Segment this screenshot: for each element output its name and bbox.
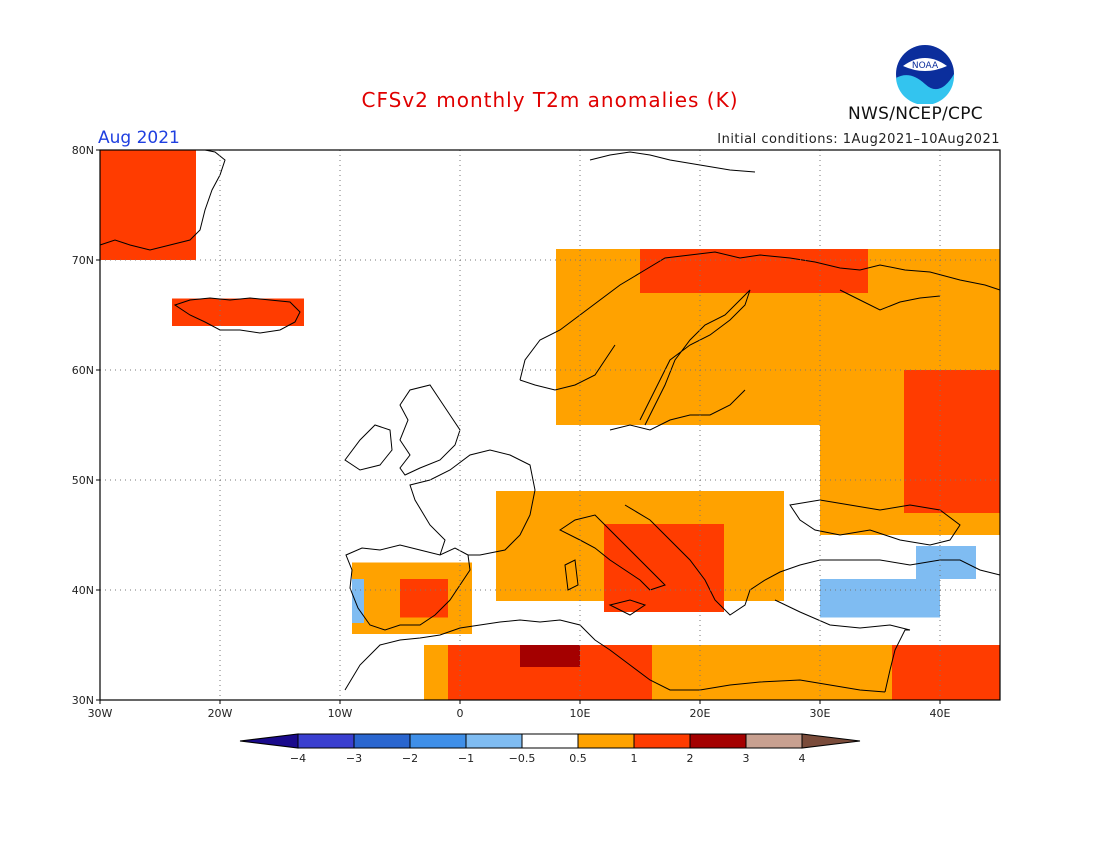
lon-label: 10W — [328, 707, 353, 720]
colorbar-swatch — [409, 733, 467, 749]
anomaly-region-12 — [520, 645, 580, 667]
coastline-norway-south — [519, 344, 616, 391]
anomaly-region-16 — [352, 579, 364, 623]
coastline-britain — [399, 384, 461, 476]
svg-text:NOAA: NOAA — [912, 61, 939, 71]
page-title: CFSv2 monthly T2m anomalies (K) — [361, 88, 739, 112]
coastline-iceland — [173, 297, 301, 334]
map-frame — [99, 149, 1001, 701]
initial-conditions: Initial conditions: 1Aug2021–10Aug2021 — [717, 132, 1000, 147]
colorbar-swatch — [465, 733, 523, 749]
lon-label: 40E — [930, 707, 951, 720]
anomaly-region-1 — [172, 298, 304, 326]
colorbar-label: −0.5 — [509, 752, 536, 765]
colorbar-arrow-right — [801, 733, 861, 749]
coastline-iberia — [345, 544, 471, 631]
graticule — [100, 150, 1000, 700]
coastline-ireland — [344, 424, 393, 471]
colorbar-swatch — [745, 733, 803, 749]
coastline-greenland — [99, 149, 226, 251]
coastline-france — [409, 449, 536, 556]
lat-label: 50N — [72, 474, 94, 487]
colorbar-label: −1 — [458, 752, 474, 765]
coastline-balkans — [624, 504, 1001, 616]
colorbar-label: 2 — [687, 752, 694, 765]
colorbar-label: −4 — [290, 752, 306, 765]
noaa-logo: NOAA — [895, 44, 955, 106]
coastline-white-sea — [839, 289, 941, 311]
lat-label: 30N — [72, 694, 94, 707]
colorbar-swatch — [689, 733, 747, 749]
coastline-turkey — [774, 599, 911, 631]
colorbar-label: −3 — [346, 752, 362, 765]
lat-label: 70N — [72, 254, 94, 267]
lat-label: 60N — [72, 364, 94, 377]
coastline-sardinia — [564, 559, 579, 591]
lon-label: 30W — [88, 707, 113, 720]
colorbar-label: 0.5 — [569, 752, 587, 765]
colorbar-label: 1 — [631, 752, 638, 765]
colorbar-swatch — [297, 733, 355, 749]
colorbar-arrow-left — [239, 733, 299, 749]
colorbar-swatch — [577, 733, 635, 749]
anomaly-region-13 — [892, 645, 1000, 700]
lon-label: 30E — [810, 707, 831, 720]
anomaly-region-9 — [400, 579, 448, 618]
anomaly-regions — [100, 150, 1000, 700]
colorbar: −4 −3 −2 −1 −0.5 0.5 1 2 3 4 — [239, 733, 861, 765]
lon-label: 20E — [690, 707, 711, 720]
lat-label: 40N — [72, 584, 94, 597]
lon-label: 10E — [570, 707, 591, 720]
anomaly-region-14 — [820, 579, 940, 618]
anomaly-region-7 — [604, 524, 724, 612]
coastline-sicily — [608, 599, 647, 616]
colorbar-label: 4 — [799, 752, 806, 765]
coastline-scandinavia — [519, 251, 1001, 381]
coastline-svalbard — [589, 151, 756, 173]
lat-label: 80N — [72, 144, 94, 157]
axis-labels: 30W 20W 10W 0 10E 20E 30E 40E 80N 70N 60N 50N 40N 30N — [72, 144, 951, 720]
coastline-blacksea — [789, 499, 961, 546]
coastline-italy — [559, 514, 666, 591]
forecast-month: Aug 2021 — [98, 128, 180, 148]
anomaly-region-0 — [100, 150, 196, 260]
lon-label: 20W — [208, 707, 233, 720]
coastline-levant — [884, 629, 910, 693]
agency-label: NWS/NCEP/CPC — [848, 104, 983, 124]
colorbar-label: 3 — [743, 752, 750, 765]
colorbar-swatch — [521, 733, 579, 749]
anomaly-region-5 — [904, 370, 1000, 513]
colorbar-swatch — [353, 733, 411, 749]
coastline-bothnia — [639, 289, 751, 426]
lon-label: 0 — [457, 707, 464, 720]
coastline-baltic — [609, 389, 746, 431]
colorbar-label: −2 — [402, 752, 418, 765]
colorbar-swatch — [633, 733, 691, 749]
